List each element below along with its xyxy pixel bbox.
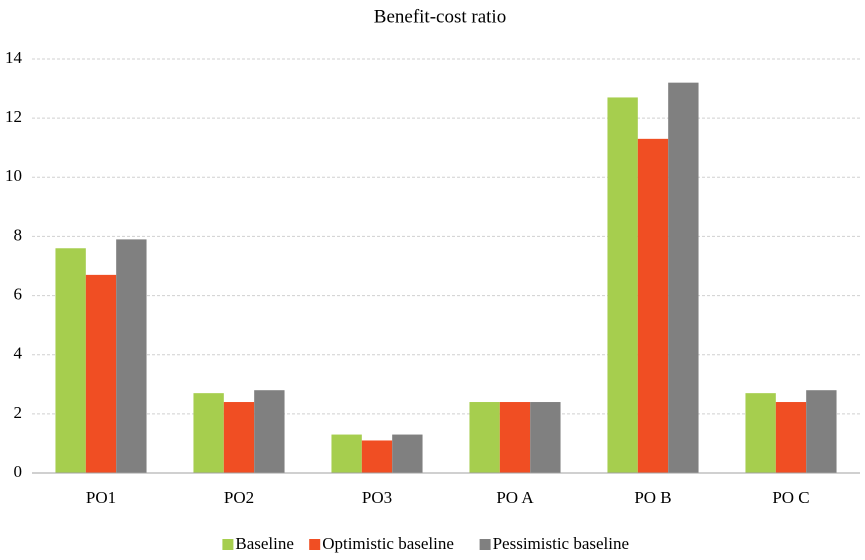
bar (775, 402, 807, 473)
y-tick-label: 4 (14, 344, 23, 363)
bar (469, 402, 500, 473)
bar (392, 434, 423, 473)
y-tick-label: 12 (5, 107, 22, 126)
bar (806, 390, 837, 473)
y-tick-label: 14 (5, 48, 23, 67)
legend-swatch (479, 539, 491, 550)
bar (331, 434, 362, 473)
x-tick-label: PO3 (362, 488, 392, 507)
bar (745, 393, 776, 473)
y-tick-label: 2 (14, 403, 23, 422)
bar (499, 402, 531, 473)
bar (637, 138, 669, 474)
y-tick-label: 8 (14, 225, 23, 244)
x-tick-label: PO C (772, 488, 809, 507)
bar (361, 440, 393, 473)
legend-swatch (309, 539, 321, 550)
bar (254, 390, 285, 473)
legend-swatch (222, 539, 234, 550)
x-tick-label: PO1 (86, 488, 116, 507)
chart-title: Benefit-cost ratio (374, 6, 506, 27)
x-tick-label: PO B (634, 488, 671, 507)
legend-label: Pessimistic baseline (493, 534, 629, 553)
legend-label: Optimistic baseline (322, 534, 454, 553)
bar (668, 82, 699, 474)
bar (193, 393, 224, 473)
bar (607, 97, 638, 473)
legend-label: Baseline (235, 534, 294, 553)
y-tick-label: 0 (14, 462, 23, 481)
y-tick-label: 10 (5, 166, 22, 185)
bar (116, 239, 147, 473)
bar (55, 248, 86, 473)
bar (85, 274, 117, 473)
bar (223, 402, 255, 473)
bar (530, 402, 561, 473)
x-tick-label: PO A (496, 488, 534, 507)
y-tick-label: 6 (14, 284, 23, 303)
x-tick-label: PO2 (224, 488, 254, 507)
